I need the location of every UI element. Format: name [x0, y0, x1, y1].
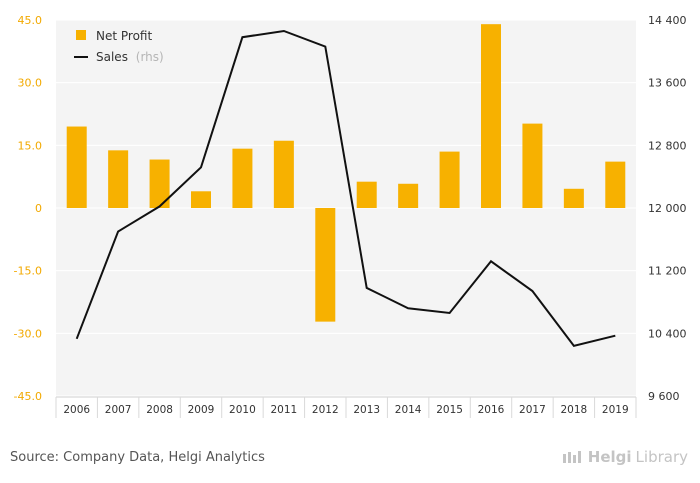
bar-net-profit — [273, 140, 294, 208]
legend-label-sales-suffix: (rhs) — [136, 50, 164, 64]
bar-net-profit — [481, 24, 501, 208]
y-right-tick-label: 12 000 — [648, 202, 687, 215]
x-tick-label: 2016 — [478, 404, 505, 416]
x-tick-label: 2012 — [312, 404, 339, 416]
y-left-tick-label: -30.0 — [14, 327, 42, 340]
bar-net-profit — [398, 183, 419, 208]
y-right-tick-label: 10 400 — [648, 327, 687, 340]
y-left-tick-label: 0 — [35, 202, 42, 215]
x-tick-label: 2007 — [105, 404, 132, 416]
logo-library-text: Library — [635, 448, 688, 466]
y-right-tick-label: 12 800 — [648, 139, 687, 152]
logo-helgi-text: Helgi — [587, 448, 632, 466]
y-left-tick-label: 45.0 — [18, 14, 43, 27]
y-left-tick-label: -45.0 — [14, 390, 42, 403]
y-left-tick-label: -15.0 — [14, 265, 42, 278]
bar-net-profit — [66, 126, 87, 208]
bar-net-profit — [108, 150, 129, 208]
x-tick-label: 2018 — [560, 404, 587, 416]
bar-net-profit — [232, 148, 253, 208]
x-tick-label: 2009 — [188, 404, 215, 416]
y-right-tick-label: 14 400 — [648, 14, 687, 27]
x-axis: 2006 2007 2008 2009 2010 2011 2012 2013 2014 2015… — [55, 396, 637, 418]
y-left-tick-label: 15.0 — [18, 139, 43, 152]
y-right-tick-label: 13 600 — [648, 77, 687, 90]
y-right-tick-label: 11 200 — [648, 265, 687, 278]
x-tick-label: 2006 — [63, 404, 90, 416]
y-left-tick-label: 30.0 — [18, 77, 43, 90]
legend-swatch-net-profit — [76, 30, 86, 40]
footer-source: Source: Company Data, Helgi Analytics — [10, 450, 265, 465]
library-icon — [562, 451, 581, 463]
x-tick-label: 2010 — [229, 404, 256, 416]
x-tick-label: 2014 — [395, 404, 422, 416]
legend: Net Profit Sales (rhs) — [74, 29, 164, 64]
sales-line — [75, 29, 616, 348]
bar-net-profit — [563, 188, 584, 208]
bar-net-profit — [315, 208, 336, 322]
legend-label-sales: Sales (rhs) — [96, 50, 164, 64]
bar-net-profit — [149, 159, 170, 208]
x-tick-label: 2011 — [270, 404, 297, 416]
bar-net-profit — [439, 151, 460, 208]
x-tick-label: 2017 — [519, 404, 546, 416]
helgi-library-logo: Helgi Library — [562, 448, 688, 466]
x-tick-label: 2019 — [602, 404, 629, 416]
x-tick-label: 2015 — [436, 404, 463, 416]
net-profit-bars — [66, 24, 626, 322]
bar-net-profit — [356, 181, 377, 208]
right-axis: 14 400 13 600 12 800 12 000 11 200 10 400 9 60… — [648, 14, 687, 403]
legend-label-sales-name: Sales — [96, 50, 128, 64]
bar-net-profit — [191, 191, 211, 208]
bar-net-profit — [605, 161, 626, 208]
legend-label-net-profit: Net Profit — [96, 29, 152, 43]
x-tick-label: 2013 — [353, 404, 380, 416]
left-axis: 45.0 30.0 15.0 0 -15.0 -30.0 -45.0 — [14, 14, 42, 403]
bar-net-profit — [522, 123, 543, 208]
x-tick-label: 2008 — [146, 404, 173, 416]
y-right-tick-label: 9 600 — [648, 390, 680, 403]
